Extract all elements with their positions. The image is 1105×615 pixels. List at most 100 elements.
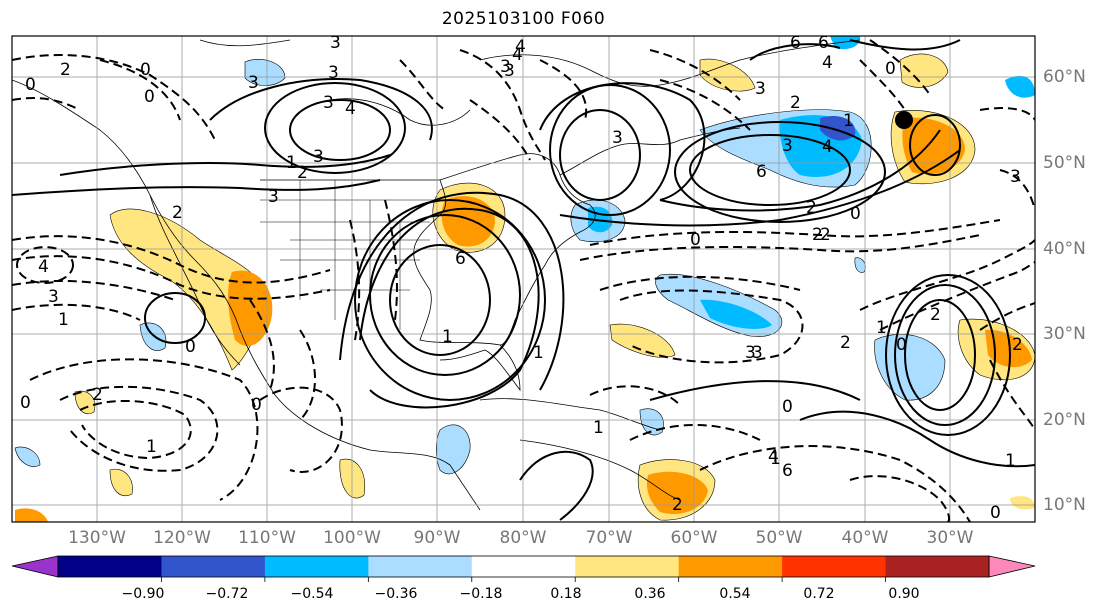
shade-positive-region <box>899 53 949 88</box>
contour-label: 0 <box>896 335 907 355</box>
contour-label: 0 <box>885 59 896 79</box>
shade-positive-region <box>646 471 708 514</box>
contour-label: 0 <box>25 75 36 95</box>
contour-label: 3 <box>328 63 339 83</box>
contour-label: 3 <box>752 343 763 363</box>
colorbar-tick-label: −0.90 <box>121 586 165 602</box>
colorbar-cell <box>368 556 473 577</box>
contour-label: 0 <box>990 503 1001 523</box>
lon-label: 100°W <box>323 528 381 548</box>
lon-label: 80°W <box>499 528 547 548</box>
shade-positive-region <box>699 58 756 92</box>
contour-label: 4 <box>822 53 833 73</box>
colorbar-frame <box>57 555 990 578</box>
contour-label: 6 <box>756 162 767 182</box>
contour-label: 1 <box>593 418 604 438</box>
colorbar-cell <box>782 556 887 577</box>
colorbar-cell <box>678 556 783 577</box>
contour-label: 1 <box>146 437 157 457</box>
contour-label: 3 <box>782 136 793 156</box>
contour-label: 6 <box>455 249 466 269</box>
colorbar-tick-label: −0.72 <box>205 586 249 602</box>
contour-label: 4 <box>822 137 833 157</box>
colorbar-tick-label: −0.36 <box>374 586 418 602</box>
shade-negative-region <box>139 322 167 351</box>
contour-label: 3 <box>248 73 259 93</box>
contour-label: 0 <box>20 393 31 413</box>
contour-label: 4 <box>345 99 356 119</box>
colorbar <box>11 555 1036 582</box>
contour-label: 0 <box>850 204 861 224</box>
lat-label: 50°N <box>1043 153 1086 173</box>
contour-label: 3 <box>745 343 756 363</box>
map-area: 3 4 6 3 4 6 0 2 2 4 3 3 1 0 2 1 0 6 2 0 … <box>12 33 1035 523</box>
shade-positive-region <box>985 329 1032 368</box>
contour-label: 2 <box>60 60 71 80</box>
contour-label: 6 <box>782 461 793 481</box>
shade-negative-region <box>1005 75 1035 98</box>
shade-positive-region <box>109 468 133 496</box>
shade-negative-region <box>639 408 664 436</box>
contour-label: 1 <box>1005 451 1016 471</box>
lon-label: 50°W <box>755 528 803 548</box>
contour-label: 3 <box>330 33 341 53</box>
contour-label: 6 <box>790 33 801 53</box>
dashed-contours <box>12 39 1035 522</box>
colorbar-right-extension <box>988 555 1036 578</box>
lon-label: 40°W <box>841 528 889 548</box>
map-frame <box>11 35 1036 523</box>
colorbar-cell <box>885 556 990 577</box>
contour-label: 1 <box>286 153 297 173</box>
contour-label: 4 <box>515 37 526 57</box>
shade-positive-region <box>74 390 96 414</box>
contour-label: 0 <box>251 395 262 415</box>
lon-label: 60°W <box>670 528 718 548</box>
contour-label: 3 <box>268 187 279 207</box>
solid-contours <box>12 39 1035 521</box>
contour-label: 0 <box>144 87 155 107</box>
contour-label: 0 <box>782 397 793 417</box>
contour-label: 1 <box>442 327 453 347</box>
lat-label: 40°N <box>1043 239 1086 259</box>
colorbar-cell <box>58 556 162 577</box>
shade-negative-region <box>14 446 41 467</box>
shade-negative-region <box>244 58 286 86</box>
contour-label: 0 <box>185 337 196 357</box>
contour-label: 3 <box>48 287 59 307</box>
shade-positive-region <box>609 323 676 358</box>
shade-negative-region <box>700 299 772 329</box>
contour-label: 0 <box>140 60 151 80</box>
colorbar-tick-label: 0.72 <box>803 586 835 602</box>
contour-label: 2 <box>812 225 823 245</box>
lon-label: 70°W <box>585 528 633 548</box>
lat-label: 20°N <box>1043 410 1086 430</box>
contour-label: 2 <box>790 93 801 113</box>
contour-label: 3 <box>313 147 324 167</box>
contour-label: 4 <box>38 257 49 277</box>
shade-negative-region <box>830 36 861 50</box>
shade-positive-region <box>902 117 965 175</box>
colorbar-cell <box>264 556 369 577</box>
shade-positive-region <box>1010 496 1035 510</box>
lon-label: 30°W <box>926 528 974 548</box>
colorbar-cell <box>161 556 266 577</box>
contour-label: 2 <box>840 333 851 353</box>
map-title: 2025103100 F060 <box>441 9 606 29</box>
contour-label: 2 <box>297 163 308 183</box>
state-borders <box>260 180 440 330</box>
colorbar-tick-label: 0.90 <box>888 586 920 602</box>
contour-label: 3 <box>1010 167 1021 187</box>
contour-label: 1 <box>876 318 887 338</box>
colorbar-tick-label: 0.36 <box>634 586 666 602</box>
contour-label: 0 <box>690 230 701 250</box>
shade-positive-region <box>15 508 48 522</box>
contour-label: 3 <box>504 61 515 81</box>
contour-label: 2 <box>172 203 183 223</box>
contour-label: 2 <box>1012 335 1023 355</box>
contour-label: 3 <box>323 93 334 113</box>
contour-label: 2 <box>930 305 941 325</box>
lat-label: 10°N <box>1043 495 1086 515</box>
lon-label: 120°W <box>153 528 211 548</box>
contour-label: 1 <box>770 449 781 469</box>
